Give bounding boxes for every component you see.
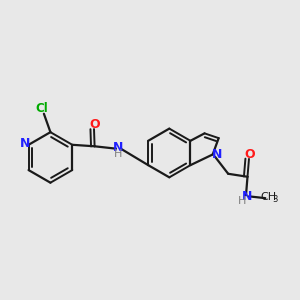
- Text: O: O: [89, 118, 100, 131]
- Text: CH: CH: [261, 192, 277, 202]
- Text: Cl: Cl: [35, 102, 48, 115]
- Text: 3: 3: [272, 195, 278, 204]
- Text: O: O: [244, 148, 255, 161]
- Text: N: N: [242, 190, 252, 203]
- Text: N: N: [20, 137, 30, 150]
- Text: H: H: [238, 196, 246, 206]
- Text: H: H: [114, 149, 123, 159]
- Text: N: N: [212, 148, 223, 161]
- Text: N: N: [113, 141, 124, 154]
